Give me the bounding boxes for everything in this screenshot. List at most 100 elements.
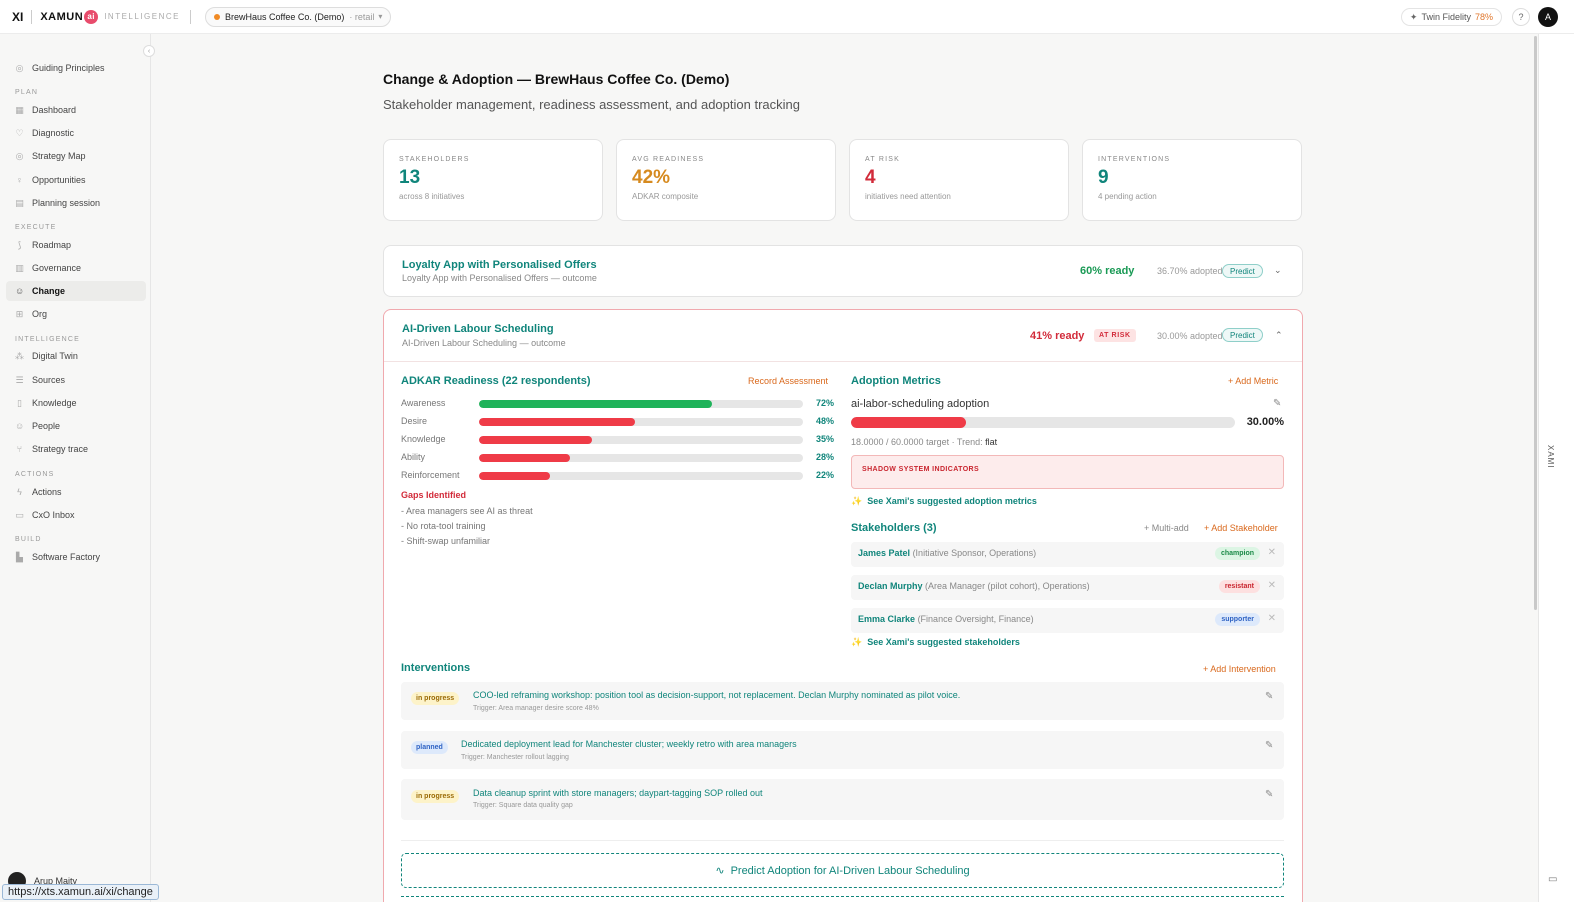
- monitor-icon[interactable]: ▭: [1548, 874, 1558, 885]
- add-stakeholder-button[interactable]: + Add Stakeholder: [1204, 523, 1278, 533]
- intervention-status-badge[interactable]: in progress: [411, 790, 460, 803]
- stakeholder-row[interactable]: Declan Murphy (Area Manager (pilot cohor…: [851, 575, 1284, 600]
- brand-logo[interactable]: XAMUN ai: [40, 9, 99, 24]
- chevron-down-icon[interactable]: ⌄: [1274, 265, 1282, 275]
- stakeholder-stance-badge[interactable]: resistant: [1218, 580, 1260, 593]
- stakeholder-stance-badge[interactable]: supporter: [1215, 613, 1260, 626]
- adkar-bar: [479, 418, 803, 426]
- sidebar-item-strategy-trace[interactable]: ⑂ Strategy trace: [6, 439, 146, 459]
- stakeholder-role: (Finance Oversight, Finance): [917, 614, 1034, 624]
- adoption-value: 36.70% adopted: [1157, 266, 1223, 276]
- stakeholder-row[interactable]: James Patel (Initiative Sponsor, Operati…: [851, 542, 1284, 567]
- predict-adoption-label: Predict Adoption for AI-Driven Labour Sc…: [730, 864, 970, 877]
- record-assessment-button[interactable]: Record Assessment: [748, 376, 829, 386]
- sidebar-item-guiding-principles[interactable]: ◎ Guiding Principles: [6, 58, 146, 78]
- sidebar-item-dashboard[interactable]: ▦ Dashboard: [6, 100, 146, 120]
- sidebar-item-people[interactable]: ☺ People: [6, 416, 146, 436]
- sidebar-item-org[interactable]: ⊞ Org: [6, 304, 146, 324]
- sidebar-item-strategy-map[interactable]: ◎ Strategy Map: [6, 146, 146, 166]
- pencil-icon[interactable]: ✎: [1265, 740, 1274, 751]
- sidebar-item-software-factory[interactable]: ▙ Software Factory: [6, 547, 146, 567]
- sidebar-item-planning-session[interactable]: ▤ Planning session: [6, 193, 146, 213]
- sidebar-item-diagnostic[interactable]: ♡ Diagnostic: [6, 123, 146, 143]
- predict-button[interactable]: Predict: [1222, 328, 1263, 342]
- intervention-title[interactable]: COO-led reframing workshop: position too…: [473, 690, 961, 700]
- initiative-card-loyalty-app[interactable]: Loyalty App with Personalised Offers Loy…: [383, 245, 1303, 297]
- intervention-trigger: Trigger: Manchester rollout lagging: [461, 754, 569, 761]
- stakeholder-stance-badge[interactable]: champion: [1214, 547, 1260, 560]
- intervention-status-badge[interactable]: in progress: [411, 692, 460, 705]
- suggested-metrics-text: See Xami's suggested adoption metrics: [867, 496, 1037, 506]
- intervention-status-badge[interactable]: planned: [411, 741, 448, 754]
- stakeholder-name[interactable]: James Patel (Initiative Sponsor, Operati…: [858, 548, 1036, 558]
- chevron-up-icon[interactable]: ⌃: [1275, 330, 1283, 340]
- tenant-sector: · retail: [349, 11, 375, 22]
- sidebar-item-label: Guiding Principles: [32, 63, 105, 73]
- predict-adoption-button[interactable]: ∿ Predict Adoption for AI-Driven Labour S…: [401, 853, 1284, 888]
- sidebar-item-governance[interactable]: ▥ Governance: [6, 258, 146, 278]
- stakeholder-name[interactable]: Emma Clarke (Finance Oversight, Finance): [858, 614, 1034, 624]
- sidebar-item-opportunities[interactable]: ♀ Opportunities: [6, 170, 146, 190]
- gaps-title: Gaps Identified: [401, 490, 467, 500]
- predict-button[interactable]: Predict: [1222, 264, 1263, 278]
- suggested-stakeholders-link[interactable]: ✨ See Xami's suggested stakeholders: [851, 637, 1020, 648]
- sidebar-item-label: Diagnostic: [32, 128, 75, 138]
- status-url-tooltip: https://xts.xamun.ai/xi/change: [2, 884, 159, 900]
- xami-panel-toggle[interactable]: XAMI: [1546, 445, 1555, 469]
- collapse-sidebar-button[interactable]: ‹: [143, 45, 155, 57]
- sparkle-icon: ✦: [1409, 11, 1418, 22]
- sidebar-item-knowledge[interactable]: ▯ Knowledge: [6, 393, 146, 413]
- sidebar-item-change[interactable]: ☺ Change: [6, 281, 146, 301]
- suggested-metrics-link[interactable]: ✨ See Xami's suggested adoption metrics: [851, 496, 1037, 507]
- sidebar-section-intelligence: INTELLIGENCE: [15, 336, 80, 343]
- intervention-title[interactable]: Dedicated deployment lead for Manchester…: [461, 739, 797, 749]
- intervention-row[interactable]: [401, 731, 1284, 769]
- logo-divider: [31, 9, 33, 24]
- pencil-icon[interactable]: ✎: [1265, 789, 1274, 800]
- book-icon: ▯: [17, 397, 22, 408]
- sidebar-section-actions: ACTIONS: [15, 471, 55, 478]
- sidebar-item-label: Change: [32, 286, 66, 296]
- multi-add-button[interactable]: + Multi-add: [1144, 523, 1189, 533]
- stat-value: 4: [865, 167, 876, 188]
- pencil-icon[interactable]: ✎: [1265, 691, 1274, 702]
- user-avatar[interactable]: A: [1538, 7, 1558, 27]
- sidebar-item-sources[interactable]: ☰ Sources: [6, 370, 146, 390]
- twin-fidelity-badge[interactable]: ✦ Twin Fidelity 78%: [1400, 8, 1502, 26]
- close-icon[interactable]: ✕: [1267, 580, 1276, 591]
- main-scrollbar[interactable]: [1534, 36, 1537, 610]
- sidebar-item-label: Org: [32, 309, 48, 319]
- initiative-subtitle: AI-Driven Labour Scheduling — outcome: [402, 338, 566, 348]
- stakeholder-name[interactable]: Declan Murphy (Area Manager (pilot cohor…: [858, 581, 1090, 591]
- help-button[interactable]: ?: [1512, 8, 1530, 26]
- sidebar-item-digital-twin[interactable]: ⁂ Digital Twin: [6, 346, 146, 366]
- metric-target: 18.0000 / 60.0000 target · Trend: flat: [851, 437, 997, 447]
- interventions-title: Interventions: [401, 662, 471, 674]
- intervention-title[interactable]: Data cleanup sprint with store managers;…: [473, 788, 763, 798]
- stakeholder-name-text: Declan Murphy: [858, 581, 923, 591]
- gap-item: - No rota-tool training: [401, 521, 486, 531]
- initiative-title[interactable]: Loyalty App with Personalised Offers: [402, 259, 597, 271]
- adoption-value: 30.00% adopted: [1157, 331, 1223, 341]
- logo-xi[interactable]: XI: [12, 9, 24, 24]
- sidebar-section-plan: PLAN: [15, 89, 39, 96]
- add-intervention-button[interactable]: + Add Intervention: [1203, 664, 1276, 674]
- close-icon[interactable]: ✕: [1267, 547, 1276, 558]
- stakeholder-row[interactable]: Emma Clarke (Finance Oversight, Finance)…: [851, 608, 1284, 633]
- pencil-icon[interactable]: ✎: [1273, 398, 1282, 409]
- sidebar-item-roadmap[interactable]: ⟆ Roadmap: [6, 235, 146, 255]
- stethoscope-icon: ♡: [15, 127, 24, 138]
- adkar-label: Awareness: [401, 398, 446, 408]
- add-metric-button[interactable]: + Add Metric: [1228, 376, 1279, 386]
- initiative-title[interactable]: AI-Driven Labour Scheduling: [402, 323, 554, 335]
- sidebar-item-actions[interactable]: ϟ Actions: [6, 482, 146, 502]
- route-icon: ⟆: [17, 239, 22, 250]
- intervention-row[interactable]: [401, 779, 1284, 820]
- tenant-status-dot: [213, 13, 220, 20]
- network-icon: ⁂: [15, 350, 24, 361]
- intervention-row[interactable]: [401, 682, 1284, 720]
- adkar-bar: [479, 400, 803, 408]
- sidebar-item-cxo-inbox[interactable]: ▭ CxO Inbox: [6, 505, 146, 525]
- tenant-selector[interactable]: BrewHaus Coffee Co. (Demo) · retail ▾: [204, 6, 392, 27]
- close-icon[interactable]: ✕: [1267, 613, 1276, 624]
